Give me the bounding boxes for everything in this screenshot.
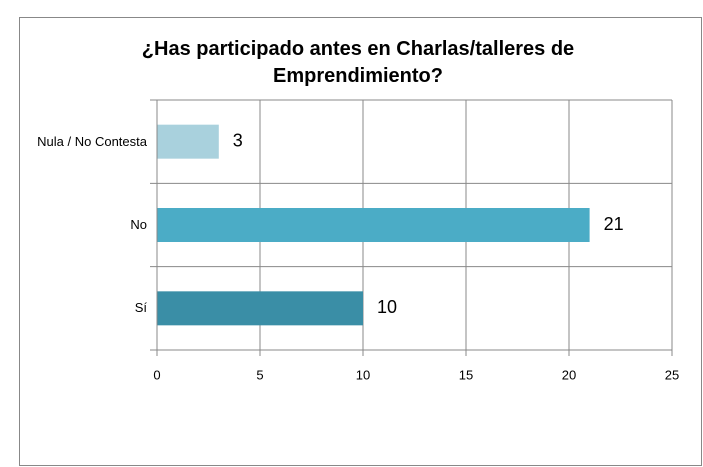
chart-title: ¿Has participado antes en Charlas/taller… (141, 38, 575, 87)
y-tick-label: Nula / No Contesta (37, 133, 147, 149)
data-label: 10 (377, 297, 397, 317)
x-tick-label: 15 (459, 367, 473, 382)
y-tick-label: Sí (134, 300, 147, 316)
x-tick-label: 5 (256, 367, 263, 382)
bar (157, 124, 219, 159)
x-tick-label: 20 (562, 367, 576, 382)
y-tick-label: No (130, 217, 147, 232)
x-tick-label: 10 (356, 367, 370, 382)
x-tick-label: 0 (153, 367, 160, 382)
bar (157, 208, 590, 242)
bar (157, 291, 363, 326)
data-label: 3 (233, 130, 243, 150)
x-tick-label: 25 (665, 367, 679, 382)
data-label: 21 (604, 214, 624, 234)
